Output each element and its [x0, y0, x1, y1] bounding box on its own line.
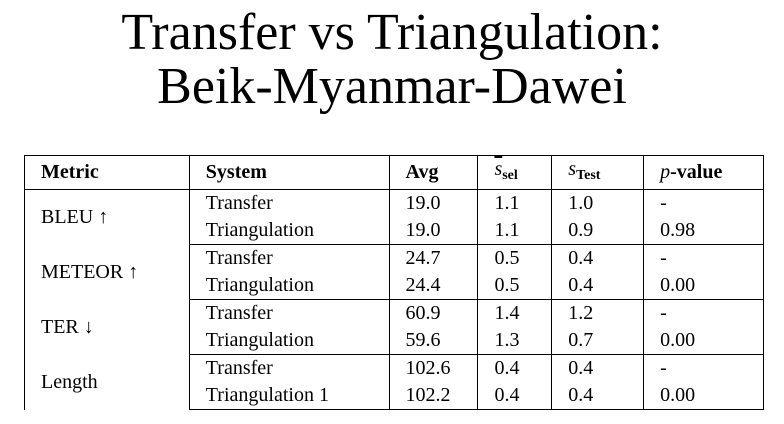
header-s-test-subscript: Test — [576, 168, 601, 183]
avg-cell: 102.6 — [388, 354, 479, 382]
avg-cell: 24.4 — [388, 272, 479, 300]
p-value-cell: 0.00 — [643, 327, 764, 355]
system-cell: Triangulation — [188, 272, 390, 300]
header-p-value: p-value — [643, 155, 764, 190]
header-p-symbol: p — [660, 161, 671, 183]
header-row: Metric System Avg ssel sTest p-value — [24, 155, 764, 190]
s-test-cell: 0.7 — [551, 327, 645, 355]
header-system: System — [188, 155, 390, 190]
s-test-cell: 1.2 — [551, 299, 645, 327]
title-line-2: Beik-Myanmar-Dawei — [157, 58, 627, 115]
table-row: TER ↓ Transfer 60.9 1.4 1.2- — [24, 299, 764, 355]
table-row: Triangulation 19.0 1.1 0.9 0.98 — [25, 217, 764, 245]
p-value-cell: - — [643, 354, 764, 382]
header-avg: Avg — [388, 155, 479, 190]
avg-cell: 59.6 — [388, 327, 479, 355]
avg-cell: 19.0 — [388, 189, 479, 217]
system-cell: Transfer — [188, 299, 390, 327]
metric-cell: BLEU ↑ — [24, 189, 190, 245]
table-row: METEOR ↑ Transfer 24.7 0.5 0.4- — [24, 244, 764, 300]
table-row: Triangulation 24.4 0.5 0.4 0.00 — [25, 272, 764, 300]
s-test-cell: 0.4 — [551, 272, 645, 300]
table-row: Triangulation 1 102.2 0.4 0.4 0.00 — [25, 382, 764, 410]
system-cell: Triangulation 1 — [188, 382, 390, 410]
p-value-cell: - — [643, 189, 764, 217]
avg-cell: 60.9 — [388, 299, 479, 327]
system-cell: Triangulation — [188, 327, 390, 355]
header-metric: Metric — [24, 155, 190, 190]
title-line-1: Transfer vs Triangulation: — [121, 4, 663, 61]
header-s-test-symbol: s — [568, 158, 577, 180]
avg-cell: 24.7 — [388, 244, 479, 272]
s-sel-cell: 1.1 — [477, 217, 553, 245]
header-p-rest: -value — [670, 161, 723, 183]
metric-cell: METEOR ↑ — [24, 244, 190, 300]
s-test-cell: 0.4 — [551, 244, 645, 272]
s-sel-cell: 1.3 — [477, 327, 553, 355]
metric-cell: TER ↓ — [24, 299, 190, 355]
s-test-cell: 1.0 — [551, 189, 645, 217]
system-cell: Transfer — [188, 189, 390, 217]
avg-cell: 19.0 — [388, 217, 479, 245]
results-table: Metric System Avg ssel sTest p-value BLE… — [24, 155, 764, 410]
p-value-cell: 0.00 — [643, 272, 764, 300]
s-sel-cell: 1.1 — [477, 189, 553, 217]
system-cell: Transfer — [188, 354, 390, 382]
s-test-cell: 0.9 — [551, 217, 645, 245]
header-s-sel: ssel — [477, 155, 553, 190]
s-sel-cell: 0.5 — [477, 272, 553, 300]
page-title: Transfer vs Triangulation: Beik-Myanmar-… — [0, 6, 784, 114]
table-row: Length Transfer 102.6 0.4 0.4- — [24, 354, 764, 410]
table-body: BLEU ↑ Transfer 19.0 1.1 1.0- Triangulation 19… — [24, 189, 764, 410]
header-s-sel-subscript: sel — [502, 168, 518, 183]
avg-cell: 102.2 — [388, 382, 479, 410]
s-sel-cell: 0.4 — [477, 354, 553, 382]
p-value-cell: - — [643, 244, 764, 272]
p-value-cell: 0.00 — [643, 382, 764, 410]
metric-cell: Length — [24, 354, 190, 410]
header-s-test: sTest — [551, 155, 645, 190]
s-test-cell: 0.4 — [551, 354, 645, 382]
p-value-cell: 0.98 — [643, 217, 764, 245]
header-s-sel-symbol: s — [494, 158, 503, 180]
s-sel-cell: 0.5 — [477, 244, 553, 272]
table-row: Triangulation 59.6 1.3 0.7 0.00 — [25, 327, 764, 355]
s-sel-cell: 0.4 — [477, 382, 553, 410]
table-row: BLEU ↑ Transfer 19.0 1.1 1.0- — [24, 189, 764, 245]
system-cell: Transfer — [188, 244, 390, 272]
system-cell: Triangulation — [188, 217, 390, 245]
s-test-cell: 0.4 — [551, 382, 645, 410]
p-value-cell: - — [643, 299, 764, 327]
s-sel-cell: 1.4 — [477, 299, 553, 327]
